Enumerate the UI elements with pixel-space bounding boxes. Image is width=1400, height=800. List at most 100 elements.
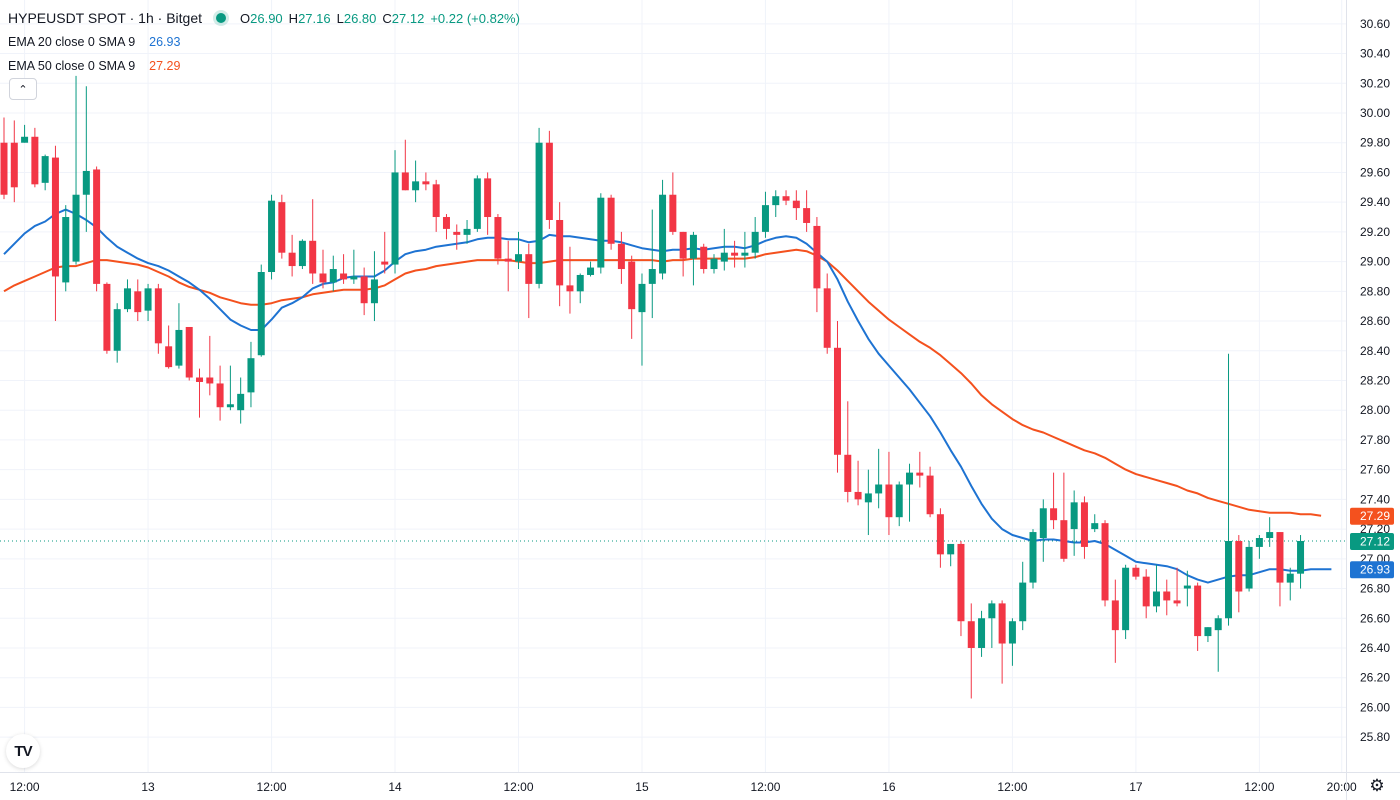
candle — [1132, 564, 1140, 580]
candle — [484, 172, 492, 235]
candle — [1070, 490, 1078, 556]
gear-icon[interactable]: ⚙ — [1369, 776, 1385, 795]
candle-body — [1194, 585, 1202, 637]
chevron-up-icon: ⌃ — [18, 83, 28, 96]
candle-body — [340, 273, 348, 280]
candle-body — [710, 258, 718, 270]
candle — [576, 273, 584, 304]
candle-body — [422, 181, 430, 185]
y-tick-label: 27.40 — [1360, 492, 1390, 506]
x-tick-label: 15 — [635, 780, 649, 794]
candle — [823, 273, 831, 354]
candle-body — [813, 225, 821, 289]
candle-body — [1225, 540, 1233, 619]
candle — [154, 283, 162, 354]
y-tick-label: 30.20 — [1360, 76, 1390, 90]
candle-body — [10, 142, 18, 188]
open-value: 26.90 — [250, 10, 283, 26]
candle-body — [936, 514, 944, 555]
tradingview-logo-icon[interactable]: TV — [6, 734, 40, 768]
y-tick-label: 29.80 — [1360, 136, 1390, 150]
collapse-legend-button[interactable]: ⌃ — [9, 78, 37, 100]
candle — [350, 249, 358, 284]
candle — [1255, 535, 1263, 559]
last-price-badge-text: 27.12 — [1360, 534, 1390, 548]
candle — [1019, 561, 1027, 631]
candle-body — [525, 254, 533, 284]
candle — [597, 193, 605, 274]
candle — [1235, 535, 1243, 613]
candle-body — [792, 200, 800, 209]
x-tick-label: 12:00 — [997, 780, 1027, 794]
candle — [648, 209, 656, 319]
candle-body — [226, 404, 234, 408]
ema50-price-badge: 27.29 — [1350, 507, 1394, 525]
x-tick-label: 12:00 — [1244, 780, 1274, 794]
candle — [247, 341, 255, 408]
candle — [844, 401, 852, 503]
symbol-title[interactable]: HYPEUSDT SPOT · 1h · Bitget — [8, 10, 202, 26]
candle-body — [21, 136, 29, 143]
x-tick-label: 13 — [141, 780, 155, 794]
x-tick-label: 16 — [882, 780, 896, 794]
y-tick-label: 29.60 — [1360, 165, 1390, 179]
y-tick-label: 29.00 — [1360, 255, 1390, 269]
indicator-ema20[interactable]: EMA 20 close 0 SMA 9 26.93 — [8, 30, 526, 54]
candle-body — [1163, 591, 1171, 601]
candle-body — [62, 217, 70, 283]
market-open-icon — [216, 13, 226, 23]
candle-body — [453, 231, 461, 235]
candle-body — [72, 194, 80, 262]
candle — [803, 190, 811, 232]
candle — [21, 124, 29, 143]
open-label: O — [240, 10, 251, 26]
candle — [936, 508, 944, 568]
candle-body — [288, 252, 296, 267]
candle — [1091, 514, 1099, 533]
y-tick-label: 27.80 — [1360, 433, 1390, 447]
candle — [196, 368, 204, 418]
candle — [401, 139, 409, 191]
ema50-line — [3, 248, 1322, 517]
candle-body — [628, 261, 636, 310]
candle-body — [278, 202, 286, 253]
candle — [1008, 618, 1016, 666]
last-price-badge-bg — [1350, 532, 1394, 550]
candle — [741, 231, 749, 268]
y-tick-label: 26.80 — [1360, 582, 1390, 596]
ema50-price-badge-text: 27.29 — [1360, 509, 1390, 523]
candle — [144, 283, 152, 322]
candle-body — [1235, 540, 1243, 592]
candle-body — [823, 288, 831, 348]
candle-body — [123, 288, 131, 310]
indicator-ema50[interactable]: EMA 50 close 0 SMA 9 27.29 — [8, 54, 526, 78]
badge-layer: 27.29 27.12 26.93 — [1350, 507, 1394, 579]
candle-body — [51, 157, 59, 277]
candle-body — [1297, 540, 1305, 574]
x-tick-label: 14 — [388, 780, 402, 794]
candle — [226, 365, 234, 411]
candle — [10, 120, 18, 203]
candle-body — [1029, 532, 1037, 583]
x-tick-label: 20:00 — [1327, 780, 1357, 794]
y-tick-label: 28.80 — [1360, 284, 1390, 298]
candle-body — [257, 272, 265, 356]
y-tick-label: 25.80 — [1360, 730, 1390, 744]
candle — [545, 130, 553, 229]
candle — [360, 267, 368, 316]
candle — [638, 273, 646, 366]
candle — [93, 166, 101, 292]
candle — [813, 217, 821, 313]
candle-body — [1204, 627, 1212, 637]
candle-body — [617, 243, 625, 270]
candle-body — [113, 309, 121, 351]
candle-body — [31, 136, 39, 185]
candle — [566, 246, 574, 314]
y-tick-label: 27.20 — [1360, 522, 1390, 536]
candle — [165, 325, 173, 369]
candle — [926, 466, 934, 518]
low-label: L — [336, 10, 344, 26]
candle-body — [1142, 576, 1150, 607]
candle — [1050, 472, 1058, 530]
